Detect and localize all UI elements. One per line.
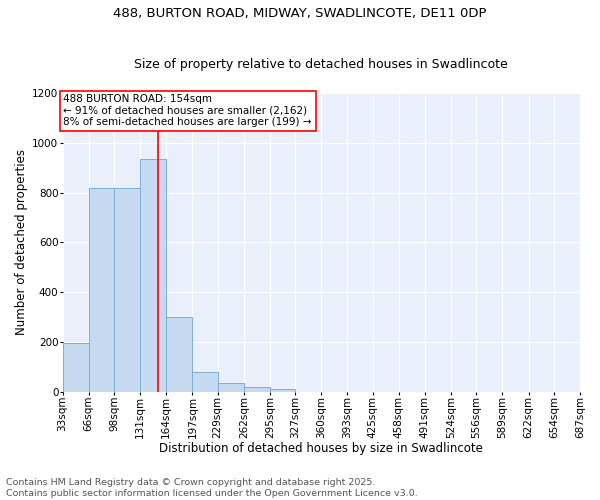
Title: Size of property relative to detached houses in Swadlincote: Size of property relative to detached ho…: [134, 58, 508, 71]
Bar: [270, 389, 295, 392]
X-axis label: Distribution of detached houses by size in Swadlincote: Distribution of detached houses by size …: [160, 442, 483, 455]
Bar: [166, 317, 193, 392]
Bar: [193, 372, 218, 392]
Bar: [89, 188, 114, 392]
Bar: [244, 386, 270, 392]
Bar: [62, 342, 89, 392]
Y-axis label: Number of detached properties: Number of detached properties: [15, 150, 28, 336]
Text: 488, BURTON ROAD, MIDWAY, SWADLINCOTE, DE11 0DP: 488, BURTON ROAD, MIDWAY, SWADLINCOTE, D…: [113, 8, 487, 20]
Bar: [218, 383, 244, 392]
Bar: [140, 159, 166, 392]
Text: 488 BURTON ROAD: 154sqm
← 91% of detached houses are smaller (2,162)
8% of semi-: 488 BURTON ROAD: 154sqm ← 91% of detache…: [64, 94, 312, 128]
Bar: [114, 188, 140, 392]
Text: Contains HM Land Registry data © Crown copyright and database right 2025.
Contai: Contains HM Land Registry data © Crown c…: [6, 478, 418, 498]
